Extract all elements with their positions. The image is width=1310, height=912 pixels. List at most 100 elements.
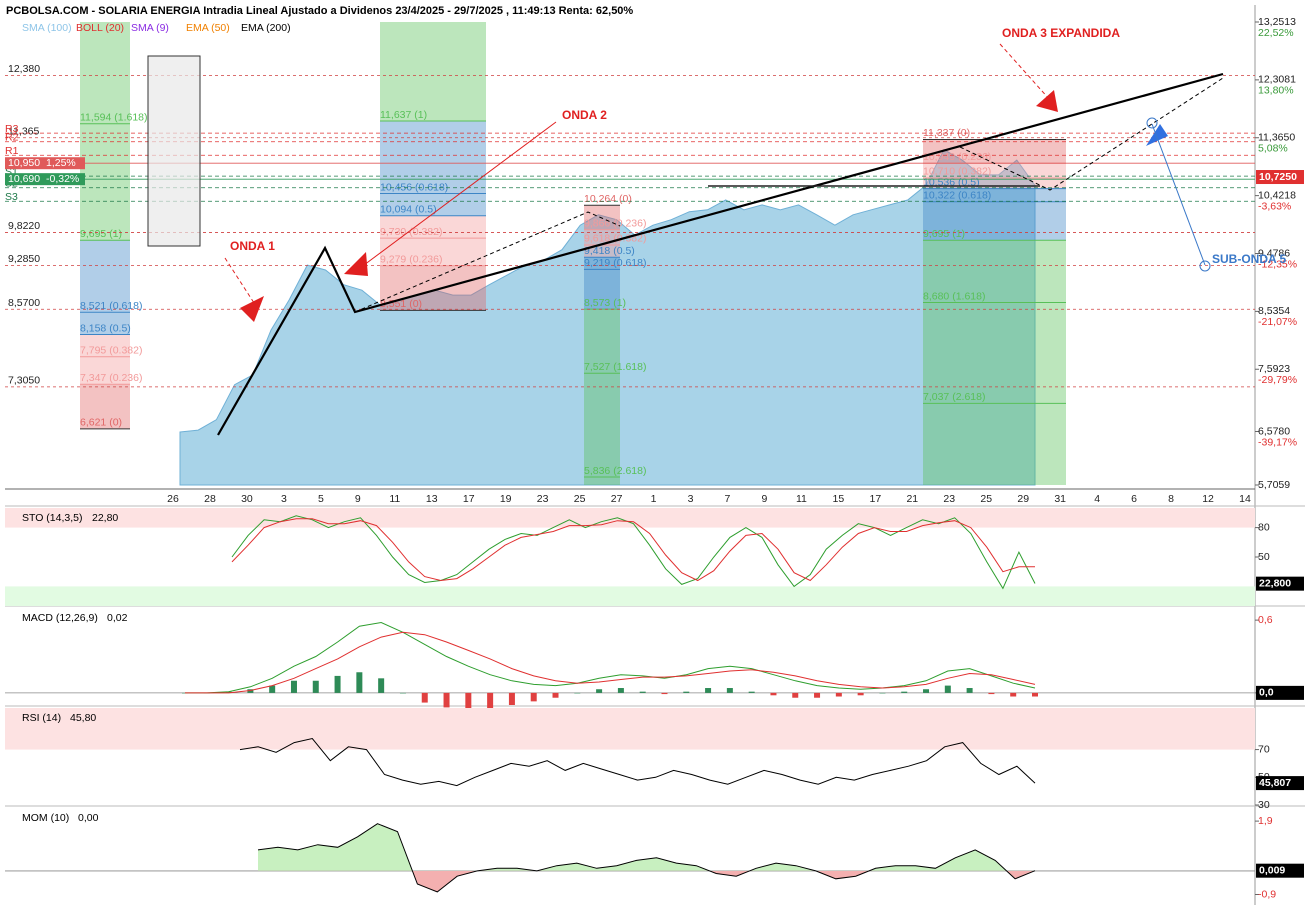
- marker-circle: [1199, 260, 1211, 272]
- fib-zone: [584, 309, 620, 374]
- legend-entry: BOLL (20): [76, 22, 124, 34]
- y-tick-pct-label: 22,52%: [1258, 27, 1294, 39]
- histogram-bar: [901, 691, 908, 693]
- fib-label: 7,347 (0.236): [80, 372, 142, 384]
- fib-label: 10,264 (0): [584, 193, 632, 205]
- fib-label: 10,094 (0.5): [380, 204, 437, 216]
- range-box: [147, 55, 201, 247]
- histogram-bar: [269, 685, 276, 693]
- x-tick-label: 13: [426, 493, 438, 505]
- fib-zone: [80, 312, 130, 335]
- zone: [5, 708, 1255, 750]
- current-value-label: 22,800: [1259, 577, 1291, 589]
- y-tick-label: 13,2513: [1258, 16, 1296, 28]
- x-tick-label: 29: [1017, 493, 1029, 505]
- legend-entry: SMA (100): [22, 22, 72, 34]
- series-line: [185, 631, 1036, 694]
- fib-label: 11,637 (1): [380, 109, 427, 121]
- pivot-label: R3: [5, 123, 19, 135]
- y-tick-pct-label: -12,35%: [1258, 258, 1297, 270]
- x-tick-label: 12: [1202, 493, 1214, 505]
- histogram-bar: [944, 685, 951, 693]
- current-value-box: [1256, 576, 1304, 591]
- fib-zone: [80, 22, 130, 124]
- fib-zone: [380, 215, 486, 239]
- x-tick-label: 17: [870, 493, 882, 505]
- fib-label: 8,158 (0.5): [80, 322, 131, 334]
- x-tick-label: 9: [762, 493, 768, 505]
- fib-zone: [80, 356, 130, 385]
- histogram-bar: [552, 692, 559, 698]
- momentum-fill-positive: [258, 823, 1035, 871]
- histogram-bar: [334, 675, 341, 693]
- histogram-bar: [879, 692, 886, 694]
- annotation: ONDA 2: [562, 108, 607, 122]
- current-value-box: [1256, 863, 1304, 878]
- y-tick-label: 12,3081: [1258, 74, 1296, 86]
- histogram-bar: [508, 692, 515, 705]
- price-box-pct: -0,32%: [46, 173, 79, 185]
- histogram-bar: [792, 692, 799, 698]
- annotation: SUB-ONDA 5: [1212, 252, 1287, 266]
- x-tick-label: 8: [1168, 493, 1174, 505]
- fib-zone: [923, 188, 1066, 202]
- y-tick-label: 5,7059: [1258, 479, 1290, 491]
- arrow-head: [1146, 124, 1168, 146]
- fib-zone: [923, 163, 1066, 178]
- pivot-label: R1: [5, 145, 19, 157]
- panel-value: 45,80: [70, 712, 96, 724]
- wave-dashed: [354, 211, 621, 313]
- panel-title: MACD (12,26,9): [22, 612, 98, 624]
- x-tick-label: 14: [1239, 493, 1251, 505]
- panel-title: STO (14,3,5): [22, 512, 83, 524]
- legend-entry: EMA (50): [186, 22, 230, 34]
- x-tick-label: 9: [355, 493, 361, 505]
- series-line: [231, 518, 1035, 582]
- annotation: ONDA 3 EXPANDIDA: [1002, 26, 1120, 40]
- series-line: [257, 823, 1036, 893]
- histogram-bar: [530, 692, 537, 702]
- current-value-label: 10,7250: [1259, 171, 1297, 183]
- fib-label: 9,279 (0.236): [380, 254, 442, 266]
- x-tick-label: 21: [906, 493, 918, 505]
- fib-label: 9,730 (0.382): [380, 226, 442, 238]
- current-value-label: 0,009: [1259, 864, 1285, 876]
- histogram-bar: [225, 691, 232, 693]
- fib-label: 6,621 (0): [80, 417, 122, 429]
- plot-layer: 13,251322,52%12,308113,80%11,36505,08%10…: [5, 5, 1305, 905]
- y-tick-pct-label: 5,08%: [1258, 143, 1288, 155]
- histogram-bar: [378, 678, 385, 693]
- histogram-bar: [421, 692, 428, 703]
- x-tick-label: 7: [725, 493, 731, 505]
- fib-zone: [80, 334, 130, 357]
- annotation: ONDA 1: [230, 239, 275, 253]
- histogram-bar: [770, 692, 777, 696]
- y-tick-label: 10,4218: [1258, 189, 1296, 201]
- histogram-bar: [443, 692, 450, 708]
- level-label: 12,380: [8, 63, 40, 75]
- legend-entry: EMA (200): [241, 22, 291, 34]
- level-label: 11,365: [8, 126, 39, 138]
- fib-zone: [584, 205, 620, 230]
- x-tick-label: 19: [500, 493, 512, 505]
- fib-zone: [923, 240, 1066, 303]
- legend-entry: SMA (9): [131, 22, 169, 34]
- price-box: [5, 173, 85, 186]
- y-tick-pct-label: -3,63%: [1258, 200, 1291, 212]
- fib-label: 7,527 (1.618): [584, 361, 646, 373]
- histogram-bar: [748, 691, 755, 693]
- fib-label: 10,456 (0.618): [380, 181, 448, 193]
- fib-label: 10,322 (0.618): [923, 190, 991, 202]
- fib-label: 9,418 (0.5): [584, 245, 635, 257]
- fib-zone: [584, 373, 620, 478]
- fib-label: 7,037 (2.618): [923, 391, 985, 403]
- series-line: [185, 621, 1036, 694]
- current-value-label: 45,807: [1259, 777, 1291, 789]
- current-value-label: 0,0: [1259, 687, 1274, 699]
- x-tick-label: 25: [574, 493, 586, 505]
- arrow-head: [240, 296, 264, 322]
- y-tick-label: 7,5923: [1258, 363, 1290, 375]
- fib-label: 9,219 (0.618): [584, 257, 646, 269]
- x-tick-label: 11: [796, 493, 807, 505]
